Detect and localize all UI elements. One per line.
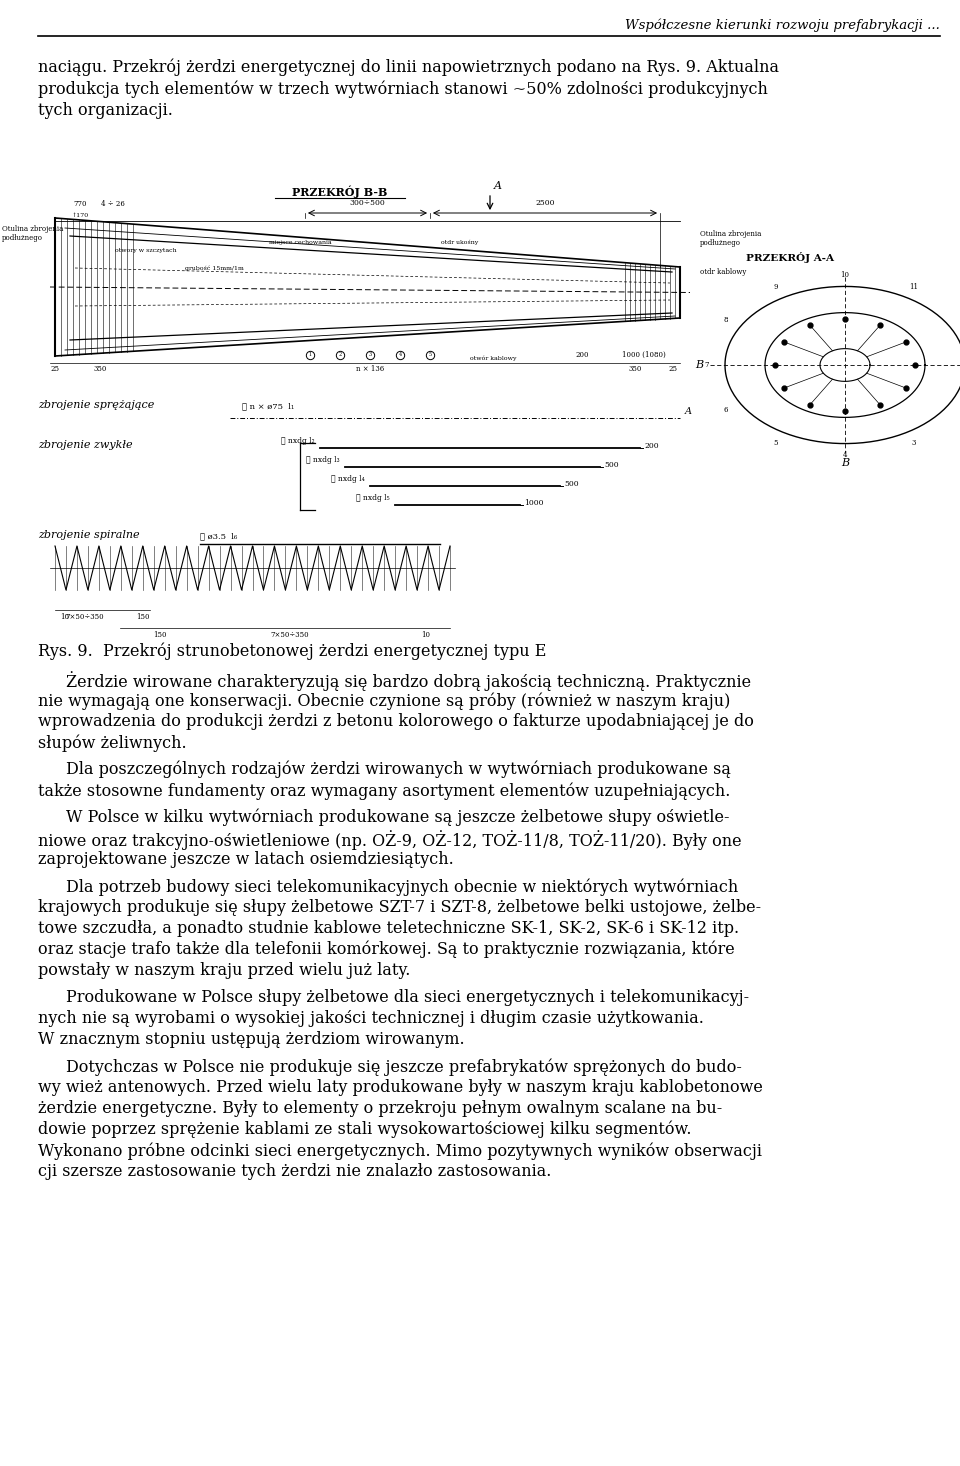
Text: Dla potrzeb budowy sieci telekomunikacyjnych obecnie w niektórych wytwórniach: Dla potrzeb budowy sieci telekomunikacyj… [66, 878, 738, 896]
Text: 1000: 1000 [524, 498, 543, 507]
Text: cji szersze zastosowanie tych żerdzi nie znalazło zastosowania.: cji szersze zastosowanie tych żerdzi nie… [38, 1163, 551, 1180]
Text: Dla poszczególnych rodzajów żerdzi wirowanych w wytwórniach produkowane są: Dla poszczególnych rodzajów żerdzi wirow… [66, 761, 731, 778]
Text: nych nie są wyrobami o wysokiej jakości technicznej i długim czasie użytkowania.: nych nie są wyrobami o wysokiej jakości … [38, 1010, 704, 1028]
Text: 770: 770 [73, 199, 86, 208]
Text: słupów żeliwnych.: słupów żeliwnych. [38, 734, 186, 752]
Text: podłużnego: podłużnego [700, 239, 741, 246]
Text: 150: 150 [136, 613, 150, 622]
Text: 4: 4 [398, 352, 401, 358]
Text: 10: 10 [421, 630, 430, 639]
Text: 150: 150 [154, 630, 167, 639]
Text: tych organizacji.: tych organizacji. [38, 103, 173, 119]
Text: n × 136: n × 136 [356, 365, 384, 372]
Text: otwór kablowy: otwór kablowy [470, 355, 516, 361]
Text: 8: 8 [723, 315, 728, 324]
Text: towe szczudła, a ponadto studnie kablowe teletechniczne SK-1, SK-2, SK-6 i SK-12: towe szczudła, a ponadto studnie kablowe… [38, 921, 739, 937]
Text: A: A [494, 180, 502, 191]
Text: A: A [685, 408, 692, 416]
Text: 1000 (1080): 1000 (1080) [622, 350, 665, 359]
Text: zbrojenie zwykłe: zbrojenie zwykłe [38, 440, 132, 450]
Text: niowe oraz trakcyjno-oświetleniowe (np. OŻ-9, OŻ-12, TOŻ-11/8, TOŻ-11/20). Były : niowe oraz trakcyjno-oświetleniowe (np. … [38, 830, 742, 850]
Text: Otulina zbrojenia: Otulina zbrojenia [700, 230, 761, 237]
Text: Otulina zbrojenia: Otulina zbrojenia [2, 224, 63, 233]
Text: 3: 3 [912, 440, 916, 447]
Text: W znacznym stopniu ustępują żerdziom wirowanym.: W znacznym stopniu ustępują żerdziom wir… [38, 1031, 465, 1048]
Text: 300÷500: 300÷500 [349, 199, 385, 207]
Text: 6: 6 [723, 406, 728, 415]
Text: Produkowane w Polsce słupy żelbetowe dla sieci energetycznych i telekomunikacyj-: Produkowane w Polsce słupy żelbetowe dla… [66, 990, 749, 1006]
Text: zaprojektowane jeszcze w latach osiemdziesiątych.: zaprojektowane jeszcze w latach osiemdzi… [38, 850, 454, 868]
Text: 500: 500 [604, 460, 618, 469]
Text: 200: 200 [575, 350, 588, 359]
Text: ⑤ nxdg l₅: ⑤ nxdg l₅ [356, 494, 390, 501]
Text: 200: 200 [644, 443, 659, 450]
Text: 4 ÷ 26: 4 ÷ 26 [101, 199, 125, 208]
Text: 4: 4 [843, 452, 848, 459]
Text: miejsce cechowania: miejsce cechowania [269, 240, 331, 245]
Text: 500: 500 [564, 479, 579, 488]
Text: Żerdzie wirowane charakteryzują się bardzo dobrą jakością techniczną. Praktyczni: Żerdzie wirowane charakteryzują się bard… [66, 671, 751, 690]
Text: 1: 1 [308, 352, 312, 358]
Text: 11: 11 [909, 283, 919, 290]
Text: ① n × ø75  l₁: ① n × ø75 l₁ [242, 402, 295, 410]
Text: podłużnego: podłużnego [2, 235, 43, 242]
Text: Wykonano próbne odcinki sieci energetycznych. Mimo pozytywnych wyników obserwacj: Wykonano próbne odcinki sieci energetycz… [38, 1142, 762, 1160]
Text: otdr ukośny: otdr ukośny [442, 240, 479, 245]
Text: 7×50÷350: 7×50÷350 [65, 613, 105, 622]
Text: ④ nxdg l₄: ④ nxdg l₄ [331, 475, 365, 482]
Text: 2500: 2500 [536, 199, 555, 207]
Text: grubość 15mm/1m: grubość 15mm/1m [185, 265, 244, 271]
Text: zbrojenie spiralne: zbrojenie spiralne [38, 531, 139, 539]
Text: 3: 3 [369, 352, 372, 358]
Text: 2: 2 [339, 352, 342, 358]
Text: 350: 350 [628, 365, 641, 372]
Text: 25: 25 [51, 365, 60, 372]
Text: 9: 9 [774, 283, 779, 290]
Text: 10: 10 [841, 271, 850, 279]
Text: 25: 25 [668, 365, 678, 372]
Text: produkcja tych elementów w trzech wytwórniach stanowi ~50% zdolności produkcyjny: produkcja tych elementów w trzech wytwór… [38, 81, 768, 98]
Text: W Polsce w kilku wytwórniach produkowane są jeszcze żelbetowe słupy oświetle-: W Polsce w kilku wytwórniach produkowane… [66, 809, 730, 827]
Text: 5: 5 [428, 352, 432, 358]
Text: 7: 7 [705, 361, 709, 369]
Text: nie wymagają one konserwacji. Obecnie czynione są próby (również w naszym kraju): nie wymagają one konserwacji. Obecnie cz… [38, 692, 731, 710]
Text: powstały w naszym kraju przed wielu już laty.: powstały w naszym kraju przed wielu już … [38, 962, 410, 979]
Text: otwory w szczytach: otwory w szczytach [115, 248, 177, 254]
Text: Rys. 9.  Przekrój strunobetonowej żerdzi energetycznej typu E: Rys. 9. Przekrój strunobetonowej żerdzi … [38, 644, 546, 661]
Text: Dotychczas w Polsce nie produkuje się jeszcze prefabrykatów sprężonych do budo-: Dotychczas w Polsce nie produkuje się je… [66, 1058, 742, 1076]
Text: PRZEKRÓJ A-A: PRZEKRÓJ A-A [746, 252, 834, 262]
Text: PRZEKRÓJ B-B: PRZEKRÓJ B-B [292, 185, 388, 198]
Text: ② nxdg l₂: ② nxdg l₂ [281, 437, 315, 446]
Text: krajowych produkuje się słupy żelbetowe SZT-7 i SZT-8, żelbetowe belki ustojowe,: krajowych produkuje się słupy żelbetowe … [38, 899, 761, 916]
Text: 7×50÷350: 7×50÷350 [271, 630, 309, 639]
Text: dowie poprzez sprężenie kablami ze stali wysokowartościowej kilku segmentów.: dowie poprzez sprężenie kablami ze stali… [38, 1121, 691, 1139]
Text: B: B [841, 457, 849, 468]
Text: wy wież antenowych. Przed wielu laty produkowane były w naszym kraju kablobetono: wy wież antenowych. Przed wielu laty pro… [38, 1079, 763, 1097]
Text: ⑥ ø3.5  l₆: ⑥ ø3.5 l₆ [200, 532, 237, 539]
Text: ③ nxdg l₃: ③ nxdg l₃ [306, 456, 340, 465]
Text: 10: 10 [60, 613, 69, 622]
Text: 5: 5 [774, 440, 779, 447]
Text: wprowadzenia do produkcji żerdzi z betonu kolorowego o fakturze upodabniającej j: wprowadzenia do produkcji żerdzi z beton… [38, 712, 754, 730]
Text: zbrojenie sprężające: zbrojenie sprężające [38, 400, 155, 410]
Text: 350: 350 [93, 365, 107, 372]
Text: żerdzie energetyczne. Były to elementy o przekroju pełnym owalnym scalane na bu-: żerdzie energetyczne. Były to elementy o… [38, 1100, 722, 1117]
Text: Współczesne kierunki rozwoju prefabrykacji ...: Współczesne kierunki rozwoju prefabrykac… [625, 18, 940, 31]
Text: naciągu. Przekrój żerdzi energetycznej do linii napowietrznych podano na Rys. 9.: naciągu. Przekrój żerdzi energetycznej d… [38, 59, 779, 76]
Text: B: B [695, 361, 703, 369]
Text: otdr kablowy: otdr kablowy [700, 268, 746, 276]
Text: także stosowne fundamenty oraz wymagany asortyment elementów uzupełniających.: także stosowne fundamenty oraz wymagany … [38, 781, 731, 799]
Text: ↑170: ↑170 [71, 213, 88, 218]
Text: oraz stacje trafo także dla telefonii komórkowej. Są to praktycznie rozwiązania,: oraz stacje trafo także dla telefonii ko… [38, 941, 734, 959]
